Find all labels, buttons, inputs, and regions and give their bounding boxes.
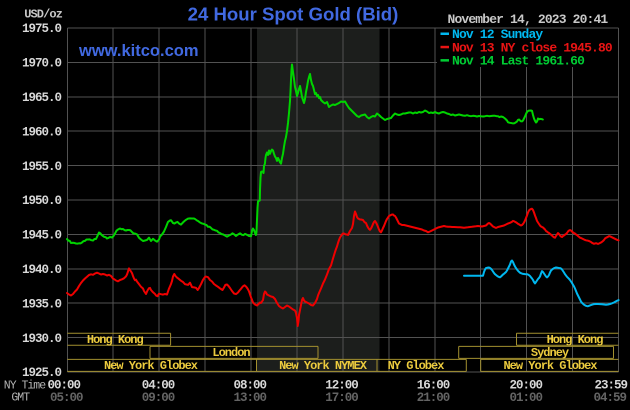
svg-text:09:00: 09:00: [142, 391, 175, 405]
svg-text:NY Globex: NY Globex: [388, 359, 445, 373]
svg-text:1960.0: 1960.0: [22, 125, 62, 139]
svg-text:Sydney: Sydney: [531, 346, 569, 360]
svg-text:17:00: 17:00: [325, 391, 358, 405]
svg-text:05:00: 05:00: [50, 391, 83, 405]
svg-text:www.kitco.com: www.kitco.com: [78, 42, 199, 60]
svg-text:16:00: 16:00: [417, 378, 450, 392]
svg-text:1955.0: 1955.0: [22, 160, 62, 174]
svg-text:1965.0: 1965.0: [22, 91, 62, 105]
svg-text:1945.0: 1945.0: [22, 229, 62, 243]
svg-text:New York NYMEX: New York NYMEX: [279, 359, 368, 373]
svg-text:1975.0: 1975.0: [22, 22, 62, 36]
svg-text:New York Globex: New York Globex: [503, 359, 597, 373]
svg-text:23:59: 23:59: [594, 378, 627, 392]
svg-text:Hong Kong: Hong Kong: [87, 333, 144, 347]
svg-text:24 Hour Spot Gold (Bid): 24 Hour Spot Gold (Bid): [188, 4, 399, 25]
svg-text:NY Time: NY Time: [4, 379, 46, 392]
svg-text:04:59: 04:59: [593, 391, 626, 405]
svg-text:1935.0: 1935.0: [22, 297, 62, 311]
svg-text:London: London: [212, 346, 250, 360]
svg-text:1930.0: 1930.0: [22, 332, 62, 346]
svg-text:12:00: 12:00: [325, 378, 358, 392]
svg-text:04:00: 04:00: [142, 378, 175, 392]
svg-text:08:00: 08:00: [234, 378, 267, 392]
svg-text:13:00: 13:00: [234, 391, 267, 405]
svg-text:New York Globex: New York Globex: [104, 359, 198, 373]
svg-text:Nov 14 Last 1961.60: Nov 14 Last 1961.60: [452, 54, 585, 69]
svg-text:00:00: 00:00: [48, 378, 81, 392]
svg-text:GMT: GMT: [11, 392, 30, 405]
svg-text:1970.0: 1970.0: [22, 57, 62, 71]
svg-text:1950.0: 1950.0: [22, 194, 62, 208]
svg-text:Hong Kong: Hong Kong: [547, 333, 604, 347]
svg-text:November 14, 2023 20:41: November 14, 2023 20:41: [448, 12, 609, 27]
svg-text:1925.0: 1925.0: [22, 366, 62, 380]
svg-text:1940.0: 1940.0: [22, 263, 62, 277]
svg-text:20:00: 20:00: [509, 378, 542, 392]
svg-text:USD/oz: USD/oz: [24, 8, 63, 22]
svg-text:Nov 13 NY close 1945.80: Nov 13 NY close 1945.80: [452, 40, 613, 55]
svg-text:Nov 12 Sunday: Nov 12 Sunday: [452, 27, 543, 42]
svg-text:01:00: 01:00: [509, 391, 542, 405]
svg-text:21:00: 21:00: [417, 391, 450, 405]
